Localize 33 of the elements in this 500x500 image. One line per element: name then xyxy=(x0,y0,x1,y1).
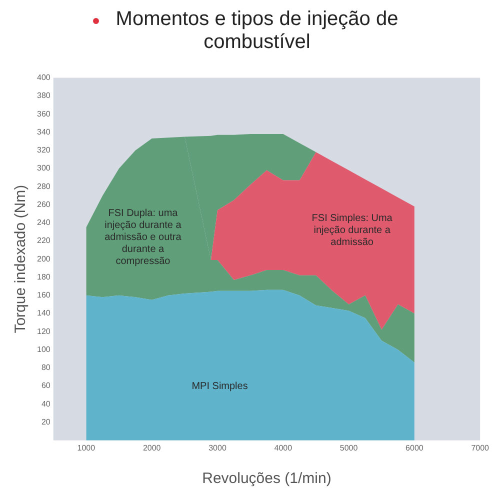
y-tick-label: 300 xyxy=(36,164,51,173)
y-tick-label: 20 xyxy=(41,417,51,426)
y-tick-label: 100 xyxy=(36,344,51,354)
x-tick-label: 1000 xyxy=(77,443,96,452)
x-tick-label: 3000 xyxy=(208,443,227,452)
x-tick-label: 7000 xyxy=(471,443,490,452)
y-tick-label: 260 xyxy=(36,200,51,209)
annotation: FSI Dupla: uma injeção durante a admissão e outra durante a compressão xyxy=(104,208,182,268)
y-tick-label: 280 xyxy=(36,182,51,191)
x-axis-title: Revoluções (1/min) xyxy=(202,470,332,488)
x-tick-label: 2000 xyxy=(142,443,162,452)
y-tick-label: 80 xyxy=(41,363,51,372)
chart-title: Momentos e tipos de injeção de combustível xyxy=(114,8,400,54)
x-tick-label: 6000 xyxy=(406,443,424,452)
y-tick-label: 360 xyxy=(36,109,51,118)
y-tick-label: 160 xyxy=(36,290,51,300)
y-tick-label: 140 xyxy=(36,308,51,318)
y-tick-label: 120 xyxy=(36,326,51,336)
x-tick-label: 5000 xyxy=(340,443,358,452)
annotation: FSI Simples: Uma injeção durante a admissão xyxy=(312,212,393,248)
annotation: MPI Simples xyxy=(192,380,248,392)
x-tick-label: 4000 xyxy=(274,443,293,452)
y-tick-label: 60 xyxy=(41,381,51,390)
y-tick-label: 220 xyxy=(36,236,51,246)
y-tick-label: 340 xyxy=(36,127,51,136)
y-tick-label: 240 xyxy=(36,218,51,228)
y-axis-title: Torque indexado (Nm) xyxy=(12,184,30,334)
y-tick-label: 380 xyxy=(36,91,51,100)
y-tick-label: 180 xyxy=(36,272,51,282)
y-tick-label: 40 xyxy=(41,399,51,408)
y-tick-label: 320 xyxy=(36,146,51,155)
y-tick-label: 200 xyxy=(36,254,51,264)
y-tick-label: 400 xyxy=(36,73,51,82)
